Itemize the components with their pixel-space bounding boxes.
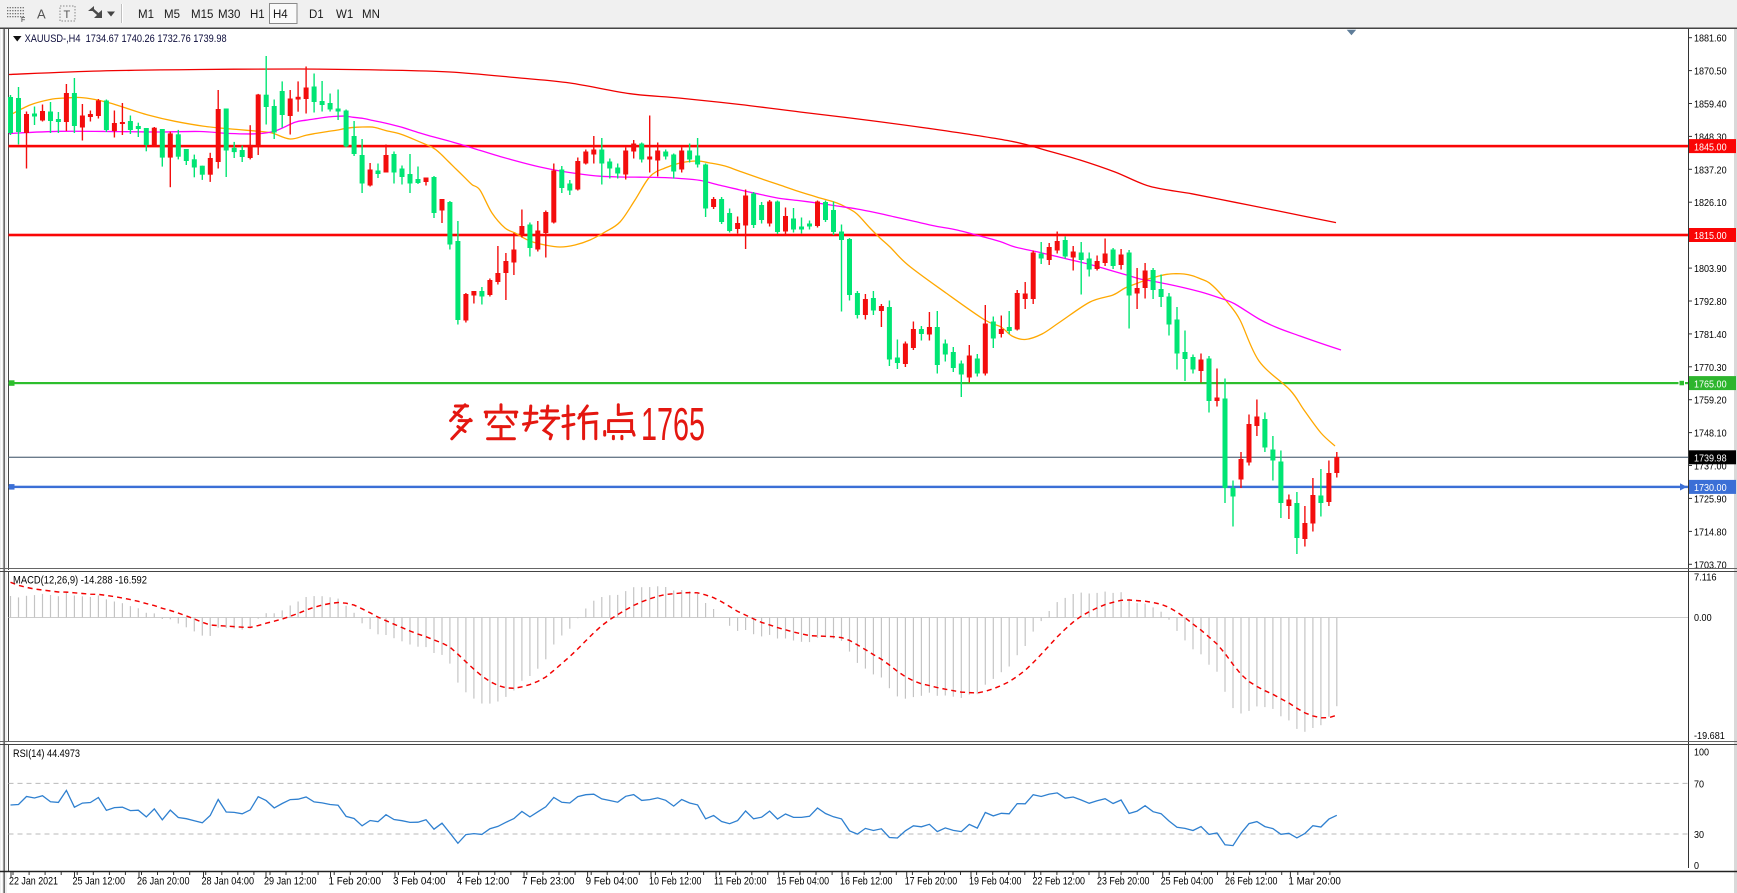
svg-text:1703.70: 1703.70 — [1694, 560, 1727, 571]
svg-text:1870.50: 1870.50 — [1694, 67, 1727, 78]
svg-text:T: T — [64, 9, 71, 21]
svg-text:1837.20: 1837.20 — [1694, 165, 1727, 176]
svg-text:1770.30: 1770.30 — [1694, 363, 1727, 374]
svg-text:1792.80: 1792.80 — [1694, 297, 1727, 308]
svg-text:1815.00: 1815.00 — [1694, 231, 1727, 242]
svg-text:1737.00: 1737.00 — [1694, 462, 1727, 473]
svg-text:XAUUSD-,H4 1734.67 1740.26 17: XAUUSD-,H4 1734.67 1740.26 1732.76 1739.… — [25, 33, 227, 45]
svg-text:70: 70 — [1694, 779, 1704, 790]
svg-text:A: A — [37, 7, 46, 22]
svg-text:1730.00: 1730.00 — [1694, 483, 1727, 494]
svg-text:1765.00: 1765.00 — [1694, 379, 1727, 390]
svg-text:1 Feb 20:00: 1 Feb 20:00 — [329, 876, 382, 888]
svg-text:H4: H4 — [273, 9, 288, 21]
svg-text:26 Feb 12:00: 26 Feb 12:00 — [1225, 876, 1278, 888]
svg-text:23 Feb 20:00: 23 Feb 20:00 — [1097, 876, 1150, 888]
svg-text:10 Feb 12:00: 10 Feb 12:00 — [649, 876, 702, 888]
svg-text:MACD(12,26,9) -14.288 -16.592: MACD(12,26,9) -14.288 -16.592 — [13, 575, 147, 587]
svg-text:4 Feb 12:00: 4 Feb 12:00 — [457, 876, 510, 888]
svg-text:11 Feb 20:00: 11 Feb 20:00 — [714, 876, 767, 888]
svg-text:1781.40: 1781.40 — [1694, 330, 1727, 341]
svg-text:100: 100 — [1694, 747, 1709, 758]
svg-text:M30: M30 — [218, 9, 240, 21]
svg-text:1881.60: 1881.60 — [1694, 34, 1727, 45]
svg-text:1 Mar 20:00: 1 Mar 20:00 — [1288, 876, 1341, 888]
svg-text:H1: H1 — [250, 9, 265, 21]
svg-text:19 Feb 04:00: 19 Feb 04:00 — [969, 876, 1022, 888]
svg-text:7 Feb 23:00: 7 Feb 23:00 — [522, 876, 575, 888]
svg-text:22 Feb 12:00: 22 Feb 12:00 — [1033, 876, 1086, 888]
svg-text:1725.90: 1725.90 — [1694, 494, 1727, 505]
svg-text:9 Feb 04:00: 9 Feb 04:00 — [586, 876, 639, 888]
svg-text:M1: M1 — [138, 9, 154, 21]
svg-text:29 Jan 12:00: 29 Jan 12:00 — [264, 876, 317, 888]
svg-text:7.116: 7.116 — [1694, 573, 1717, 584]
svg-text:25 Jan 12:00: 25 Jan 12:00 — [73, 876, 126, 888]
svg-text:28 Jan 04:00: 28 Jan 04:00 — [202, 876, 255, 888]
svg-text:RSI(14) 44.4973: RSI(14) 44.4973 — [13, 748, 80, 760]
svg-text:1765: 1765 — [641, 398, 705, 450]
svg-text:M5: M5 — [164, 9, 180, 21]
svg-text:17 Feb 20:00: 17 Feb 20:00 — [905, 876, 958, 888]
svg-text:1748.10: 1748.10 — [1694, 429, 1727, 440]
svg-text:1859.40: 1859.40 — [1694, 100, 1727, 111]
svg-text:-19.681: -19.681 — [1694, 731, 1725, 742]
svg-text:F: F — [21, 17, 25, 24]
svg-text:0.00: 0.00 — [1694, 613, 1712, 624]
svg-text:1714.80: 1714.80 — [1694, 527, 1727, 538]
svg-text:M15: M15 — [191, 9, 213, 21]
svg-text:1826.10: 1826.10 — [1694, 198, 1727, 209]
svg-text:25 Feb 04:00: 25 Feb 04:00 — [1161, 876, 1214, 888]
svg-text:26 Jan 20:00: 26 Jan 20:00 — [137, 876, 190, 888]
svg-text:0: 0 — [1694, 861, 1699, 872]
svg-text:1803.90: 1803.90 — [1694, 264, 1727, 275]
svg-text:22 Jan 2021: 22 Jan 2021 — [9, 876, 58, 888]
svg-text:1759.20: 1759.20 — [1694, 396, 1727, 407]
svg-text:1739.98: 1739.98 — [1694, 454, 1727, 465]
svg-text:3 Feb 04:00: 3 Feb 04:00 — [393, 876, 446, 888]
svg-text:16 Feb 12:00: 16 Feb 12:00 — [840, 876, 893, 888]
svg-text:W1: W1 — [336, 9, 353, 21]
svg-text:1848.30: 1848.30 — [1694, 132, 1727, 143]
svg-text:D1: D1 — [309, 9, 324, 21]
svg-text:MN: MN — [362, 9, 380, 21]
svg-text:30: 30 — [1694, 830, 1704, 841]
svg-text:1845.00: 1845.00 — [1694, 142, 1727, 153]
svg-text:15 Feb 04:00: 15 Feb 04:00 — [777, 876, 830, 888]
